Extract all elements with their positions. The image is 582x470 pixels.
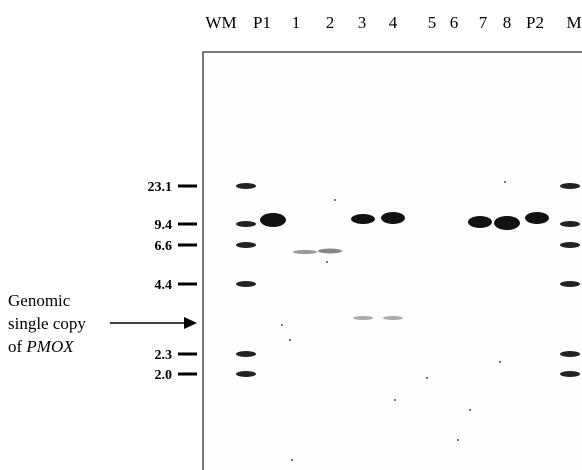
band <box>560 351 580 357</box>
gel-figure: WMP112345678P2M23.19.46.64.42.32.0 Genom… <box>0 0 582 470</box>
band <box>525 212 549 224</box>
band <box>468 216 492 228</box>
marker-label: 2.3 <box>155 348 173 363</box>
band <box>236 281 256 287</box>
lane-label: 3 <box>358 13 367 32</box>
gene-name: PMOX <box>25 337 74 356</box>
marker-label: 2.0 <box>155 368 173 383</box>
marker-label: 9.4 <box>155 218 173 233</box>
band <box>560 281 580 287</box>
speck <box>499 361 501 363</box>
marker-label: 23.1 <box>148 180 173 195</box>
lane-label: 8 <box>503 13 512 32</box>
annotation-line: Genomic <box>8 291 71 310</box>
lane-label: 7 <box>479 13 488 32</box>
band <box>318 249 342 254</box>
lane-label: 6 <box>450 13 459 32</box>
band <box>236 371 256 377</box>
band <box>351 214 375 224</box>
speck <box>426 377 428 379</box>
marker-label: 4.4 <box>155 278 173 293</box>
annotation-line: of PMOX <box>8 337 74 356</box>
speck <box>334 199 336 201</box>
band <box>236 221 256 227</box>
band <box>293 250 317 254</box>
band <box>236 351 256 357</box>
band <box>381 212 405 224</box>
band <box>560 221 580 227</box>
speck <box>326 261 328 263</box>
speck <box>291 459 293 461</box>
marker-label: 6.6 <box>155 239 173 254</box>
gel-frame <box>203 52 582 470</box>
band <box>353 316 373 320</box>
band <box>236 183 256 189</box>
band <box>494 216 520 230</box>
speck <box>281 324 283 326</box>
band <box>560 183 580 189</box>
speck <box>469 409 471 411</box>
speck <box>289 339 291 341</box>
speck <box>457 439 459 441</box>
lane-label: P2 <box>526 13 544 32</box>
band <box>560 242 580 248</box>
band <box>383 316 403 320</box>
speck <box>504 181 506 183</box>
band <box>260 213 286 227</box>
band <box>236 242 256 248</box>
lane-label: 5 <box>428 13 437 32</box>
lane-label: WM <box>205 13 236 32</box>
lane-label: M <box>566 13 581 32</box>
lane-label: P1 <box>253 13 271 32</box>
annotation-line: single copy <box>8 314 86 333</box>
lane-label: 2 <box>326 13 335 32</box>
lane-label: 1 <box>292 13 301 32</box>
lane-label: 4 <box>389 13 398 32</box>
speck <box>394 399 396 401</box>
annotation-text: of <box>8 337 23 356</box>
band <box>560 371 580 377</box>
